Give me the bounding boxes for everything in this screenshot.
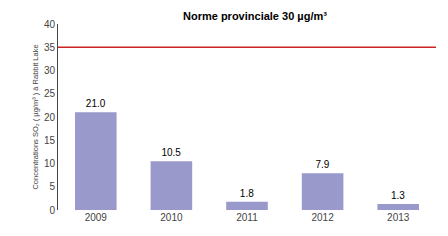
svg-text:Concentrations SO₂ ( µg/m³ ) à: Concentrations SO₂ ( µg/m³ ) à Rabbit La… [31,44,40,189]
svg-text:2011: 2011 [236,212,258,223]
svg-text:21.0: 21.0 [86,98,106,109]
svg-text:0: 0 [49,205,55,216]
svg-text:2012: 2012 [311,212,334,223]
svg-text:30: 30 [44,65,56,76]
svg-text:2010: 2010 [160,212,183,223]
svg-text:20: 20 [44,112,56,123]
svg-text:1.8: 1.8 [240,188,254,199]
svg-text:10: 10 [44,158,56,169]
svg-text:40: 40 [44,19,56,30]
svg-text:7.9: 7.9 [315,159,329,170]
svg-text:Norme provinciale 30 µg/m³: Norme provinciale 30 µg/m³ [183,10,327,22]
svg-text:15: 15 [44,135,56,146]
svg-text:5: 5 [49,181,55,192]
svg-text:1.3: 1.3 [391,190,405,201]
svg-text:2009: 2009 [85,212,108,223]
svg-text:10.5: 10.5 [161,147,181,158]
svg-text:35: 35 [44,42,56,53]
svg-text:2013: 2013 [387,212,410,223]
svg-text:25: 25 [44,88,56,99]
